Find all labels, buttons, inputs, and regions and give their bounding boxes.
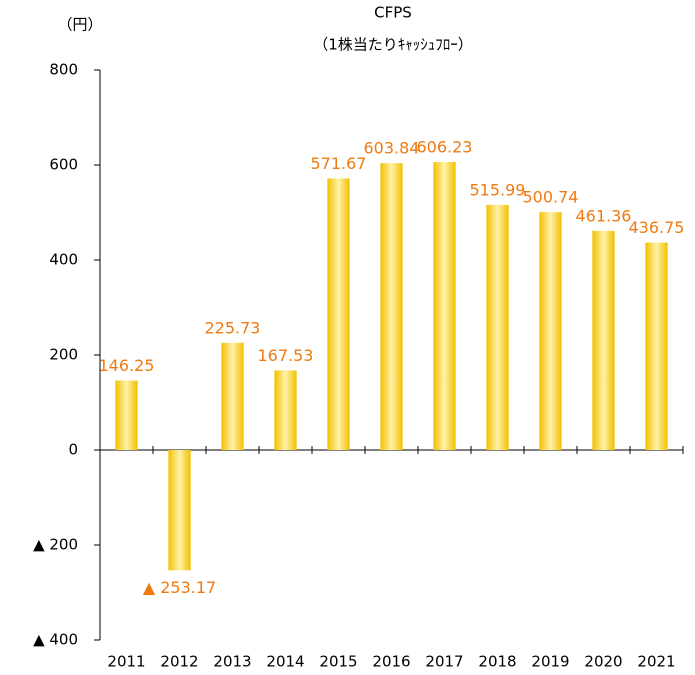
- x-tick-label: 2021: [637, 653, 675, 671]
- bar: [327, 178, 350, 450]
- x-tick-label: 2011: [107, 653, 145, 671]
- value-label: 603.84: [364, 139, 420, 158]
- bar: [592, 230, 615, 450]
- value-label: 167.53: [258, 346, 314, 365]
- value-label: 436.75: [629, 218, 685, 237]
- bar: [115, 380, 138, 450]
- y-tick-label: 400: [49, 251, 78, 269]
- bar: [433, 162, 456, 450]
- x-tick-label: 2012: [160, 653, 198, 671]
- y-tick-label: 800: [49, 61, 78, 79]
- value-label: ▲ 253.17: [143, 578, 216, 597]
- x-tick-label: 2019: [531, 653, 569, 671]
- value-label: 515.99: [470, 180, 526, 199]
- x-tick-label: 2013: [213, 653, 251, 671]
- value-label: 606.23: [417, 138, 473, 157]
- bar: [274, 370, 297, 450]
- y-tick-label: ▲ 200: [33, 536, 78, 554]
- bar: [168, 450, 191, 571]
- value-label: 571.67: [311, 154, 367, 173]
- y-tick-label: 200: [49, 346, 78, 364]
- x-tick-label: 2016: [372, 653, 410, 671]
- value-label: 146.25: [99, 356, 155, 375]
- y-tick-label: 0: [68, 441, 78, 459]
- bar: [486, 204, 509, 450]
- x-tick-label: 2020: [584, 653, 622, 671]
- value-label: 461.36: [576, 206, 632, 225]
- chart-title: CFPS: [374, 4, 412, 22]
- y-tick-label: 600: [49, 156, 78, 174]
- chart-subtitle: （1株当たりｷｬｯｼｭﾌﾛｰ）: [313, 36, 473, 54]
- value-label: 500.74: [523, 188, 579, 207]
- x-tick-label: 2014: [266, 653, 304, 671]
- x-tick-label: 2018: [478, 653, 516, 671]
- bar: [221, 342, 244, 450]
- y-unit: （円）: [57, 16, 102, 34]
- value-label: 225.73: [205, 318, 261, 337]
- y-tick-label: ▲ 400: [33, 631, 78, 649]
- x-tick-label: 2015: [319, 653, 357, 671]
- bar: [380, 163, 403, 450]
- bar: [539, 212, 562, 450]
- bar: [645, 242, 668, 450]
- x-tick-label: 2017: [425, 653, 463, 671]
